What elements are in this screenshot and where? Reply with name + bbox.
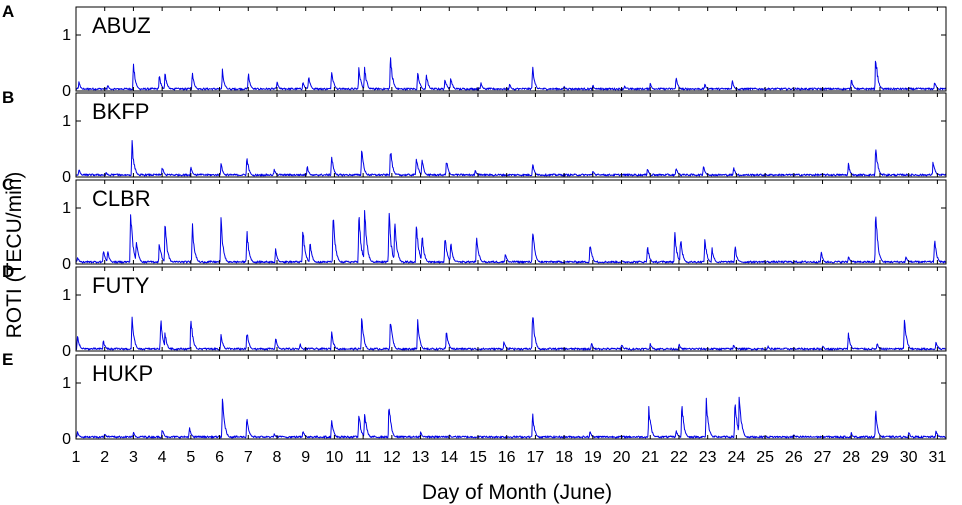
x-tick-label: 3	[129, 449, 138, 466]
panel-frame	[75, 266, 947, 352]
y-tick-label: 0	[62, 169, 71, 186]
station-label: CLBR	[92, 186, 151, 211]
panel-letter: E	[2, 350, 13, 369]
x-tick-label: 23	[699, 449, 717, 466]
y-tick-label: 1	[62, 113, 71, 130]
y-tick-label: 1	[62, 27, 71, 44]
x-tick-label: 20	[613, 449, 631, 466]
series-line-bkfp	[75, 140, 947, 177]
x-tick-label: 26	[785, 449, 803, 466]
station-label: HUKP	[92, 361, 153, 386]
x-tick-label: 8	[273, 449, 282, 466]
panel-bkfp: 0 1 B BKFP	[2, 88, 947, 186]
panel-letter: A	[2, 2, 14, 21]
x-tick-label: 9	[301, 449, 310, 466]
x-tick-label: 16	[498, 449, 516, 466]
x-tick-label: 27	[814, 449, 832, 466]
y-tick-label: 0	[62, 343, 71, 360]
panel-letter: B	[2, 88, 14, 107]
x-axis-title: Day of Month (June)	[422, 481, 612, 504]
panel-frame	[75, 354, 947, 440]
y-tick-label: 0	[62, 256, 71, 273]
x-tick-label: 14	[440, 449, 458, 466]
y-tick-label: 1	[62, 200, 71, 217]
panel-letter: C	[2, 175, 14, 194]
panel-frame	[75, 92, 947, 178]
x-tick-label: 12	[383, 449, 401, 466]
x-tick-label: 17	[527, 449, 545, 466]
x-tick-label: 13	[412, 449, 430, 466]
station-label: ABUZ	[92, 13, 151, 38]
x-tick-label: 2	[100, 449, 109, 466]
panel-frame	[75, 6, 947, 92]
x-tick-label: 31	[928, 449, 946, 466]
x-tick-label: 30	[900, 449, 918, 466]
x-tick-label: 19	[584, 449, 602, 466]
y-tick-label: 0	[62, 431, 71, 448]
station-label: BKFP	[92, 99, 149, 124]
panel-futy: 0 1 D FUTY	[2, 262, 947, 360]
x-tick-label: 7	[244, 449, 253, 466]
station-label: FUTY	[92, 273, 150, 298]
y-tick-label: 0	[62, 83, 71, 100]
x-tick-label: 28	[842, 449, 860, 466]
panel-clbr: 0 1 C CLBR	[2, 175, 947, 273]
panel-frame	[75, 179, 947, 265]
series-line-futy	[75, 316, 946, 351]
y-tick-label: 1	[62, 375, 71, 392]
x-tick-label: 24	[727, 449, 745, 466]
panel-letter: D	[2, 262, 14, 281]
series-line-clbr	[75, 210, 947, 264]
x-tick-label: 1	[72, 449, 81, 466]
panels-group: 0 1 A ABUZ 0 1 B BKFP 0 1 C CLBR 0 1 D FUTY 0 1 E HUKP	[2, 2, 947, 448]
series-line-abuz	[75, 57, 947, 91]
x-tick-label: 10	[326, 449, 344, 466]
panel-abuz: 0 1 A ABUZ	[2, 2, 947, 100]
x-tick-label: 22	[670, 449, 688, 466]
x-tick-label: 6	[215, 449, 224, 466]
y-tick-label: 1	[62, 287, 71, 304]
series-line-hukp	[75, 396, 947, 439]
x-tick-label: 18	[555, 449, 573, 466]
x-tick-label: 4	[158, 449, 167, 466]
x-tick-label: 21	[641, 449, 659, 466]
y-axis-title: ROTI (TECU/min)	[3, 172, 26, 339]
x-tick-label: 25	[756, 449, 774, 466]
x-tick-label: 5	[186, 449, 195, 466]
x-tick-label: 29	[871, 449, 889, 466]
x-tick-label: 15	[469, 449, 487, 466]
panel-hukp: 0 1 E HUKP	[2, 350, 947, 448]
x-tick-label: 11	[355, 449, 372, 466]
x-axis: 1 2 3 4 5 6 7 8 9 10 11 12 13 14 15 16 17 18 19 20 21 22 23 24 2…	[72, 449, 947, 466]
